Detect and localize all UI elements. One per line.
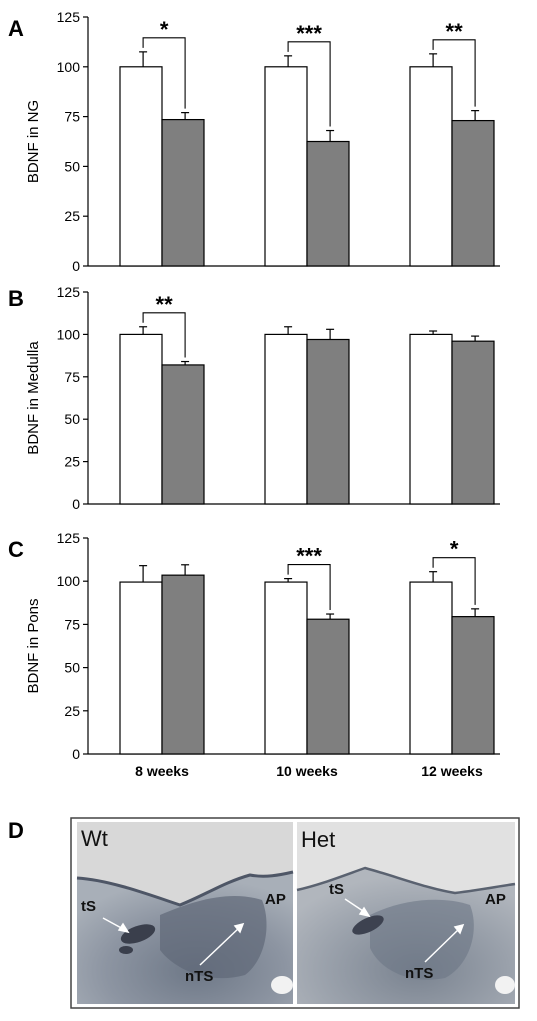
bar — [451, 119, 495, 267]
panel-letter: C — [8, 537, 24, 562]
significance-bracket — [142, 37, 186, 109]
y-tick-label: 75 — [64, 109, 80, 125]
significance-bracket — [287, 41, 331, 127]
significance-bracket — [142, 312, 186, 358]
bar — [119, 333, 163, 505]
wt-label-ts: tS — [81, 898, 96, 915]
wt-label-ap: AP — [265, 891, 286, 908]
y-tick-label: 50 — [64, 158, 80, 174]
y-tick-label: 25 — [64, 454, 80, 470]
bar — [161, 118, 205, 267]
y-tick-label: 125 — [57, 530, 81, 546]
y-tick-label: 100 — [57, 326, 81, 342]
significance-bracket — [432, 39, 476, 107]
bar — [306, 338, 350, 505]
significance-bracket — [287, 564, 331, 611]
panel-letter: A — [8, 16, 24, 41]
y-axis-label: BDNF in NG — [25, 100, 42, 183]
het-label-ap: AP — [485, 891, 506, 908]
significance-label: ** — [156, 292, 174, 317]
bar — [409, 581, 453, 755]
y-tick-label: 75 — [64, 369, 80, 385]
bar — [264, 66, 308, 267]
significance-label: ** — [446, 19, 464, 44]
significance-bracket — [432, 557, 476, 605]
y-tick-label: 0 — [72, 746, 80, 762]
y-tick-label: 25 — [64, 208, 80, 224]
y-tick-label: 125 — [57, 9, 81, 25]
panel-letter-d: D — [8, 818, 24, 843]
y-axis-label: BDNF in Pons — [25, 598, 42, 693]
bar — [119, 581, 163, 755]
wt-label-nts: nTS — [185, 968, 213, 985]
significance-label: *** — [296, 21, 322, 46]
bar — [161, 364, 205, 505]
chart-panel-b: B BDNF in Medulla 0 25 50 75 100 125 ** — [8, 284, 500, 512]
bar — [306, 618, 350, 755]
y-tick-label: 75 — [64, 616, 80, 632]
het-label-ts: tS — [329, 881, 344, 898]
x-category-label: 12 weeks — [421, 763, 483, 779]
y-tick-label: 100 — [57, 573, 81, 589]
bar — [306, 140, 350, 267]
bar — [409, 333, 453, 505]
het-label-nts: nTS — [405, 965, 433, 982]
micrograph-het: Het tS AP nTS — [296, 822, 516, 1004]
x-category-label: 8 weeks — [135, 763, 189, 779]
bar — [451, 616, 495, 755]
y-tick-label: 0 — [72, 258, 80, 274]
micrograph-wt: Wt tS AP nTS — [76, 822, 294, 1004]
bar — [451, 340, 495, 505]
y-tick-label: 25 — [64, 703, 80, 719]
significance-label: *** — [296, 544, 322, 569]
y-tick-label: 50 — [64, 411, 80, 427]
bar — [264, 333, 308, 505]
bar — [264, 581, 308, 755]
significance-label: * — [160, 17, 169, 42]
wt-arrows — [102, 917, 245, 966]
y-tick-label: 0 — [72, 496, 80, 512]
bar — [119, 66, 163, 267]
bar — [161, 574, 205, 755]
het-arrows — [344, 898, 465, 963]
y-tick-label: 50 — [64, 660, 80, 676]
het-title: Het — [301, 827, 335, 852]
x-category-label: 10 weeks — [276, 763, 338, 779]
y-axis-label: BDNF in Medulla — [25, 341, 42, 455]
panel-letter: B — [8, 286, 24, 311]
y-tick-label: 125 — [57, 284, 81, 300]
significance-label: * — [450, 537, 459, 562]
bar — [409, 66, 453, 267]
panel-d: D Wt tS AP nTS — [8, 817, 520, 1009]
y-tick-label: 100 — [57, 59, 81, 75]
wt-title: Wt — [81, 826, 108, 851]
